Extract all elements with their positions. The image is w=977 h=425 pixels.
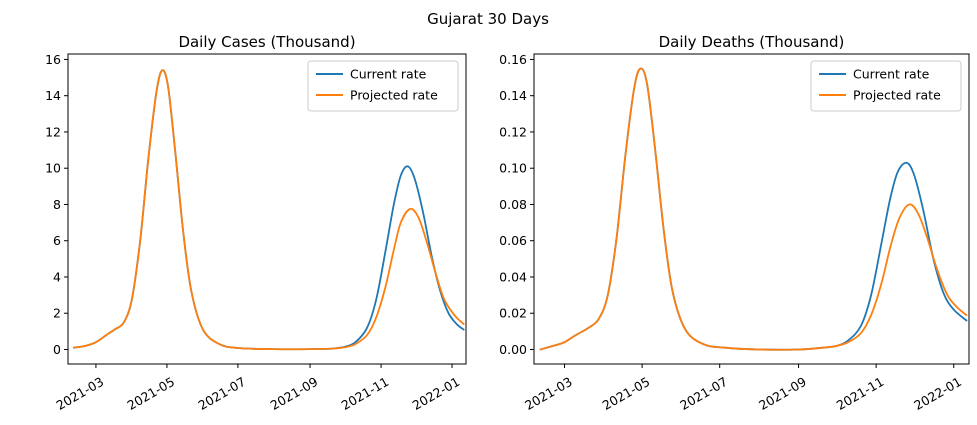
x-tick-label: 2021-07 <box>677 374 730 413</box>
series-line-current-rate <box>72 69 465 351</box>
y-tick-label: 16 <box>45 52 61 67</box>
x-tick-label: 2021-09 <box>268 374 321 413</box>
legend-label: Current rate <box>853 67 930 82</box>
figure-suptitle: Gujarat 30 Days <box>427 10 549 28</box>
chart-title: Daily Deaths (Thousand) <box>659 33 845 51</box>
x-tick-label: 2021-05 <box>600 374 653 413</box>
legend-label: Projected rate <box>853 88 941 103</box>
legend: Current rate Projected rate <box>810 60 962 112</box>
x-tick-label: 2021-07 <box>195 374 248 413</box>
chart-title: Daily Cases (Thousand) <box>178 33 355 51</box>
y-tick-label: 0.10 <box>499 161 527 176</box>
legend-box <box>307 60 459 112</box>
x-tick-label: 2021-11 <box>834 374 887 413</box>
plot-frame <box>533 53 970 365</box>
y-tick-label: 0.14 <box>499 88 527 103</box>
y-tick-label: 0.08 <box>499 197 527 212</box>
legend-label: Projected rate <box>350 88 438 103</box>
y-tick-label: 0.12 <box>499 124 527 139</box>
chart-daily-deaths: Daily Deaths (Thousand) 0.00 0.02 0.04 0.06 0… <box>499 33 970 413</box>
y-tick-label: 8 <box>53 197 61 212</box>
y-tick-label: 4 <box>53 269 61 284</box>
x-tick-label: 2021-03 <box>53 374 106 413</box>
y-tick-label: 10 <box>45 161 61 176</box>
legend-box <box>810 60 962 112</box>
legend-label: Current rate <box>350 67 427 82</box>
y-tick-label: 0.04 <box>499 269 527 284</box>
x-tick-label: 2021-03 <box>522 374 575 413</box>
y-tick-label: 0.02 <box>499 306 527 321</box>
x-tick-label: 2021-05 <box>124 374 177 413</box>
legend: Current rate Projected rate <box>307 60 459 112</box>
y-tick-label: 6 <box>53 233 61 248</box>
series-line-projected-rate <box>72 69 465 351</box>
plot-frame <box>67 53 467 365</box>
x-tick-label: 2021-09 <box>756 374 809 413</box>
y-tick-label: 2 <box>53 306 61 321</box>
y-tick-label: 0 <box>53 342 61 357</box>
chart-daily-cases: Daily Cases (Thousand) 0 2 4 6 8 10 12 14 16 2021-… <box>45 33 467 413</box>
y-tick-label: 14 <box>45 88 61 103</box>
x-tick-label: 2022-01 <box>410 374 463 413</box>
y-tick-label: 12 <box>45 124 61 139</box>
x-tick-label: 2021-11 <box>339 374 392 413</box>
y-tick-label: 0.16 <box>499 52 527 67</box>
y-tick-label: 0.06 <box>499 233 527 248</box>
series-line-projected-rate <box>539 67 968 351</box>
y-tick-label: 0.00 <box>499 342 527 357</box>
x-tick-label: 2022-01 <box>911 374 964 413</box>
